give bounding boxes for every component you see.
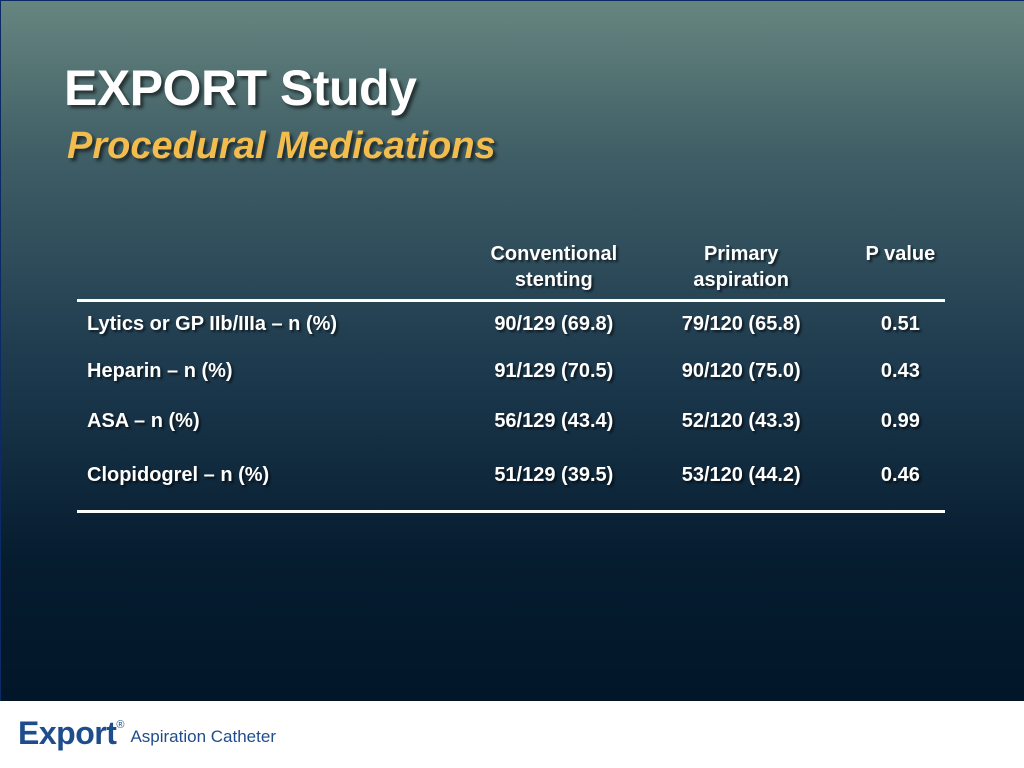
medications-table: Conventional stenting Primary aspiration… [77,241,945,513]
table-row: ASA – n (%) 56/129 (43.4) 52/120 (43.3) … [77,396,945,446]
cell-p-value: 0.99 [880,409,920,432]
cell-aspiration: 79/120 (65.8) [681,312,801,335]
table-row: Clopidogrel – n (%) 51/129 (39.5) 53/120… [77,446,945,512]
cell-p-value: 0.51 [880,312,920,335]
row-label: ASA – n (%) [87,409,200,432]
logo-tagline: Aspiration Catheter [130,727,276,746]
header-line: P value [865,243,936,265]
cell-p-value: 0.46 [880,463,920,486]
cell-conventional: 51/129 (39.5) [494,463,614,486]
header-line: stenting [514,269,593,291]
header-line: Conventional [490,243,618,265]
table-row: Lytics or GP IIb/IIIa – n (%) 90/129 (69… [77,301,945,347]
cell-aspiration: 53/120 (44.2) [681,463,801,486]
header-primary-aspiration: Primary aspiration [627,241,856,301]
cell-aspiration: 52/120 (43.3) [681,409,801,432]
export-logo: Export® Aspiration Catheter [18,715,276,752]
slide-subtitle: Procedural Medications [67,125,496,167]
cell-conventional: 90/129 (69.8) [494,312,614,335]
table-header-row: Conventional stenting Primary aspiration… [77,241,945,301]
cell-conventional: 56/129 (43.4) [494,409,614,432]
header-p-value: P value [856,241,945,301]
row-label: Clopidogrel – n (%) [87,463,270,486]
cell-conventional: 91/129 (70.5) [494,359,614,382]
registered-mark: ® [116,719,125,731]
header-conventional-stenting: Conventional stenting [481,241,627,301]
table-row: Heparin – n (%) 91/129 (70.5) 90/120 (75… [77,346,945,396]
slide-title: EXPORT Study [64,60,417,116]
row-label: Lytics or GP IIb/IIIa – n (%) [87,312,338,335]
footer-bar: Export® Aspiration Catheter [0,701,1024,768]
header-line: Primary [703,243,779,265]
header-line: aspiration [693,269,789,291]
row-label: Heparin – n (%) [87,359,233,382]
cell-p-value: 0.43 [880,359,920,382]
logo-wordmark: Export [18,715,117,751]
slide-background: EXPORT Study Procedural Medications Conv… [0,0,1024,701]
cell-aspiration: 90/120 (75.0) [681,359,801,382]
header-empty [77,241,481,301]
